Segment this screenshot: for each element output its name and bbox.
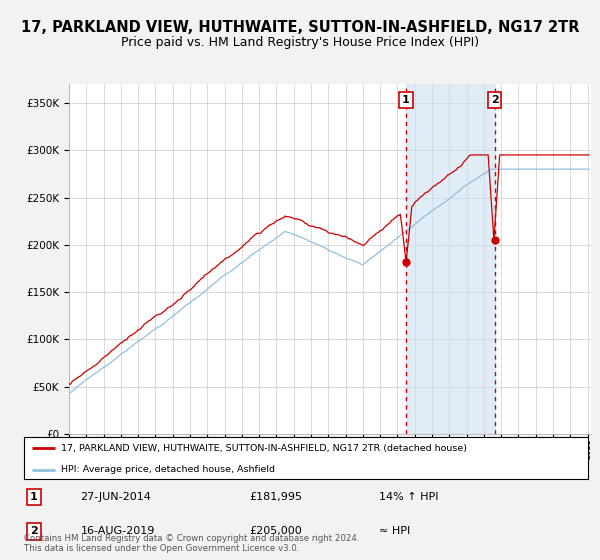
Text: 27-JUN-2014: 27-JUN-2014 (80, 492, 151, 502)
Text: 17, PARKLAND VIEW, HUTHWAITE, SUTTON-IN-ASHFIELD, NG17 2TR (detached house): 17, PARKLAND VIEW, HUTHWAITE, SUTTON-IN-… (61, 444, 467, 452)
Bar (406, 84, 494, 434)
Text: 2: 2 (29, 526, 37, 536)
Text: 1: 1 (29, 492, 37, 502)
Text: ≈ HPI: ≈ HPI (379, 526, 410, 536)
Text: 16-AUG-2019: 16-AUG-2019 (80, 526, 155, 536)
Text: 14% ↑ HPI: 14% ↑ HPI (379, 492, 439, 502)
Text: £181,995: £181,995 (250, 492, 302, 502)
Text: 2: 2 (491, 95, 499, 105)
Text: HPI: Average price, detached house, Ashfield: HPI: Average price, detached house, Ashf… (61, 465, 275, 474)
Text: £205,000: £205,000 (250, 526, 302, 536)
Text: Contains HM Land Registry data © Crown copyright and database right 2024.
This d: Contains HM Land Registry data © Crown c… (24, 534, 359, 553)
Text: 17, PARKLAND VIEW, HUTHWAITE, SUTTON-IN-ASHFIELD, NG17 2TR: 17, PARKLAND VIEW, HUTHWAITE, SUTTON-IN-… (21, 20, 579, 35)
Text: Price paid vs. HM Land Registry's House Price Index (HPI): Price paid vs. HM Land Registry's House … (121, 36, 479, 49)
Text: 1: 1 (402, 95, 410, 105)
